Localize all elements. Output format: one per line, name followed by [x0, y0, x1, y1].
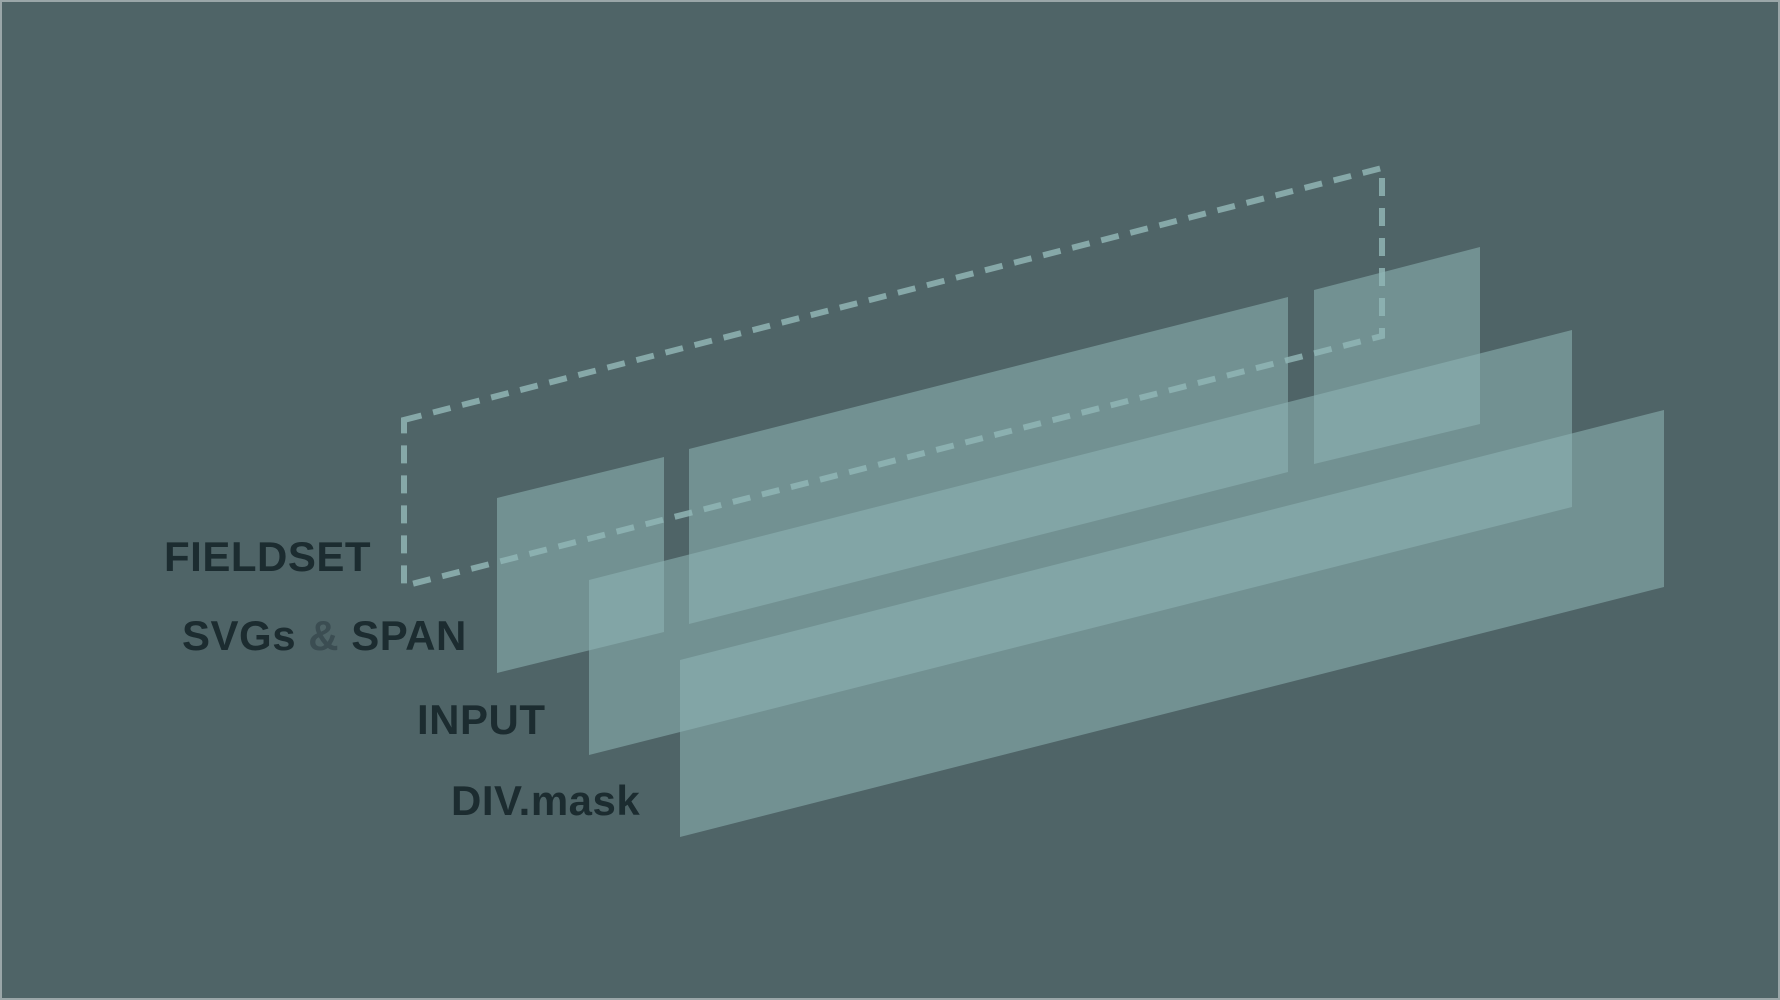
label-fieldset: FIELDSET [164, 533, 372, 580]
mask-plane [680, 410, 1664, 837]
label-ampersand: & [308, 612, 340, 659]
label-span: SPAN [351, 612, 467, 659]
label-svgs-span: SVGs & SPAN [182, 612, 467, 660]
label-input: INPUT [417, 696, 546, 743]
label-div-mask: DIV.mask [451, 777, 641, 824]
label-svgs: SVGs [182, 612, 297, 659]
